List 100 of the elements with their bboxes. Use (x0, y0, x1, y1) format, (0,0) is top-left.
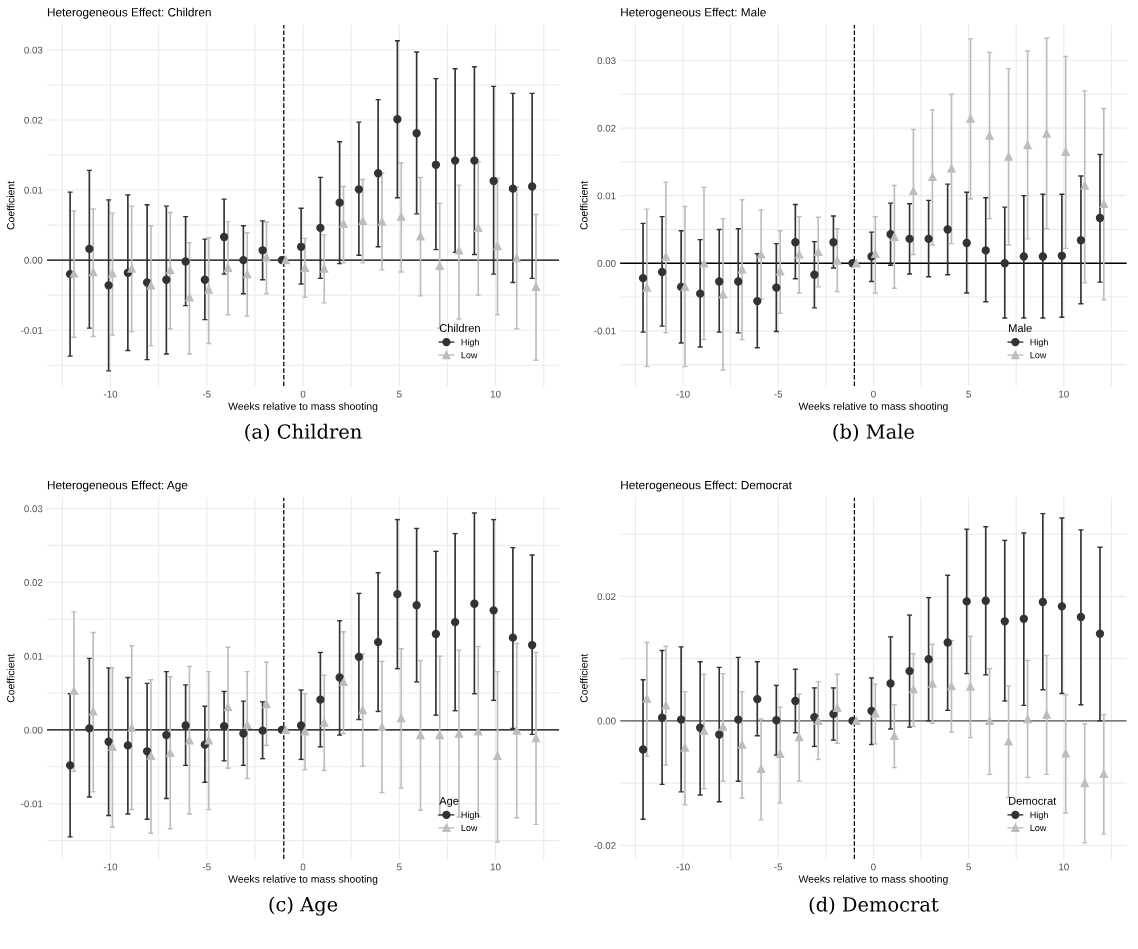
point (185, 293, 194, 302)
point (320, 264, 329, 273)
point (1023, 140, 1032, 150)
y-tick-label: 0.03 (597, 57, 616, 65)
point (146, 281, 156, 290)
point (281, 725, 290, 735)
point (737, 740, 747, 749)
legend-label: High (461, 811, 479, 820)
point (810, 270, 819, 279)
point (1004, 152, 1013, 161)
point (339, 677, 348, 687)
point (223, 702, 233, 712)
point (316, 695, 325, 704)
point (454, 729, 464, 738)
y-tick-label: 0.02 (597, 593, 616, 601)
legend-label: Low (461, 351, 478, 359)
point (871, 249, 880, 258)
x-tick-label: 5 (966, 390, 971, 398)
point (185, 736, 194, 745)
legend-label: Low (1030, 351, 1047, 359)
x-tick-label: 0 (300, 863, 306, 871)
point (393, 589, 402, 599)
point (1057, 251, 1067, 260)
x-tick-label: 10 (1059, 863, 1069, 871)
x-tick-label: 0 (871, 390, 876, 398)
x-tick-label: 0 (300, 390, 306, 398)
y-tick-label: 0.01 (597, 192, 616, 200)
point (320, 718, 329, 727)
point (181, 257, 190, 266)
point (1000, 617, 1009, 626)
point (296, 721, 306, 730)
y-axis-title: Coefficient (580, 181, 588, 230)
point (715, 730, 724, 739)
x-tick-label: 5 (396, 863, 402, 871)
y-axis-title: Coefficient (580, 653, 588, 703)
y-tick-label: 0.01 (24, 652, 43, 660)
point (108, 269, 117, 278)
point (1023, 714, 1032, 724)
point (300, 727, 310, 736)
point (852, 716, 861, 726)
point (676, 715, 686, 724)
y-tick-label: 0.02 (24, 116, 43, 124)
point (69, 269, 79, 278)
point (1057, 602, 1067, 611)
y-tick-label: 0.02 (597, 124, 616, 132)
x-tick-label: -10 (676, 390, 690, 398)
chart-title: Heterogeneous Effect: Male (621, 7, 766, 19)
point (85, 244, 94, 254)
point (373, 637, 383, 647)
point (239, 729, 248, 738)
point (657, 267, 667, 277)
x-axis-title: Weeks relative to mass shooting (228, 875, 378, 885)
point (358, 705, 367, 715)
point (947, 681, 956, 691)
point (397, 713, 406, 723)
x-tick-label: -10 (676, 863, 690, 871)
legend-title: Democrat (1009, 797, 1057, 805)
point (358, 216, 367, 226)
point (450, 618, 460, 627)
point (393, 115, 402, 124)
point (200, 275, 210, 284)
point (527, 640, 537, 650)
x-tick-label: 5 (396, 390, 402, 398)
text: (b) Male (833, 423, 914, 442)
x-tick-label: -10 (103, 863, 118, 871)
point (718, 290, 728, 299)
y-tick-label: -0.01 (21, 800, 43, 808)
point (1019, 614, 1028, 623)
point (493, 241, 502, 251)
point (262, 253, 271, 262)
point (377, 217, 387, 226)
point (737, 265, 747, 274)
point (886, 679, 895, 688)
point (699, 726, 709, 736)
chart-title: Heterogeneous Effect: Age (47, 480, 188, 492)
point (962, 238, 971, 248)
point (829, 709, 838, 719)
y-axis-title: Coefficient (6, 181, 15, 230)
point (243, 269, 252, 279)
point (772, 283, 781, 292)
y-tick-label: -0.02 (594, 842, 616, 849)
point (734, 277, 743, 286)
point (753, 694, 762, 704)
point (638, 273, 648, 283)
point (981, 596, 990, 605)
point (412, 601, 421, 610)
point (1076, 612, 1086, 622)
point (1080, 778, 1089, 788)
x-tick-label: 10 (1059, 390, 1069, 398)
point (335, 673, 344, 682)
point (966, 114, 975, 123)
point (104, 737, 113, 746)
point (756, 764, 766, 773)
point (1042, 710, 1051, 719)
y-tick-label: 0.02 (24, 579, 43, 586)
point (1095, 213, 1105, 223)
point (1099, 769, 1108, 778)
point (890, 232, 899, 242)
x-tick-label: 10 (490, 390, 501, 398)
point (89, 267, 98, 277)
